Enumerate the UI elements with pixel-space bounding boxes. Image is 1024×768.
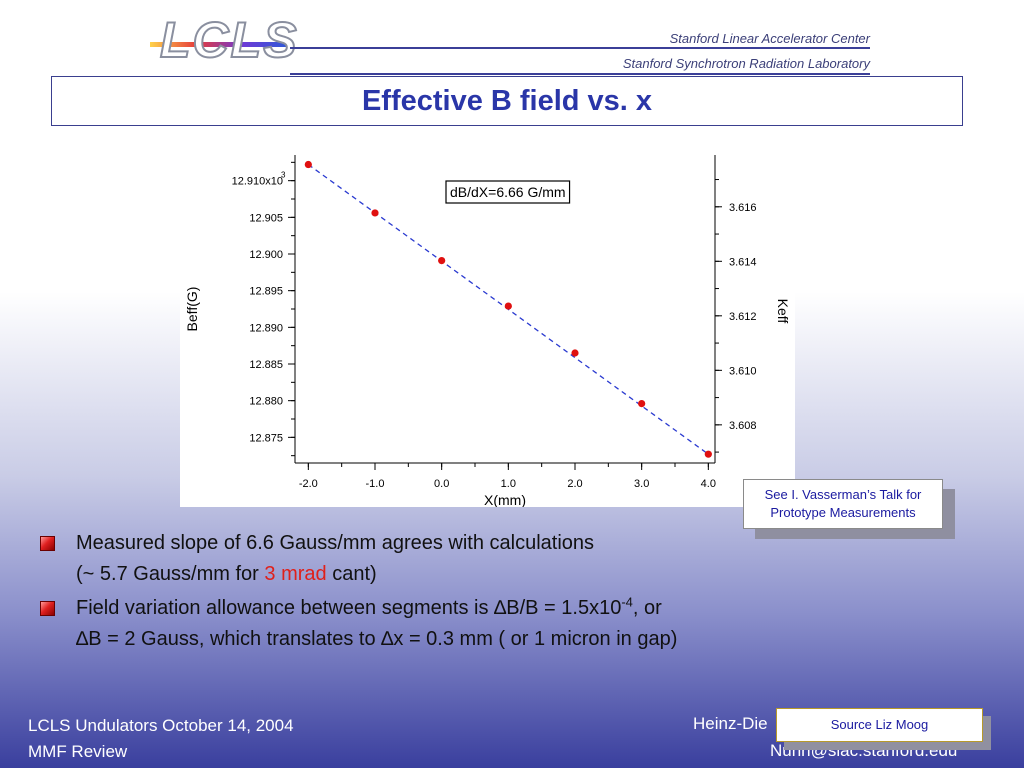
y-tick-label: 12.910x10	[232, 176, 283, 188]
x-tick-label: -1.0	[366, 478, 385, 490]
x-tick-label: 3.0	[634, 478, 649, 490]
header-rule-top	[290, 47, 870, 49]
data-point	[638, 400, 646, 408]
bullet-1-post: cant)	[326, 563, 377, 585]
y-tick-label: 12.895	[249, 286, 283, 298]
lab-name-ssrl: Stanford Synchrotron Radiation Laborator…	[622, 56, 870, 71]
bullet-1-highlight: 3 mrad	[264, 563, 327, 585]
footer-event: LCLS Undulators October 14, 2004	[28, 716, 294, 735]
bullet-square-icon	[40, 601, 55, 616]
y-tick-exponent: 3	[281, 171, 286, 180]
x-tick-label: -2.0	[299, 478, 318, 490]
bullet-square-icon	[40, 536, 55, 551]
slope-annotation: dB/dX=6.66 G/mm	[445, 180, 571, 204]
title-box: Effective B field vs. x	[51, 76, 963, 126]
vasserman-note-line-2: Prototype Measurements	[770, 505, 916, 520]
y2-tick-label: 3.610	[729, 365, 757, 377]
footer-review: MMF Review	[28, 742, 128, 761]
data-point	[304, 160, 312, 169]
vasserman-note-line-1: See I. Vasserman’s Talk for	[764, 487, 922, 502]
beff-chart: 12.910x10 3 12.905 12.900 12.895 12.890 12.885…	[180, 145, 795, 507]
y2-tick-label: 3.616	[729, 202, 757, 214]
data-point	[371, 209, 379, 217]
x-axis-title: X(mm)	[484, 492, 526, 507]
bullet-2-exponent: -4	[621, 594, 633, 610]
bullet-1-line-1: Measured slope of 6.6 Gauss/mm agrees wi…	[76, 532, 595, 554]
bullet-2-post: , or	[632, 597, 662, 619]
slope-annotation-box	[445, 180, 571, 204]
y2-tick-label: 3.608	[729, 420, 757, 432]
y2-tick-label: 3.612	[729, 311, 757, 323]
y-tick-label: 12.885	[249, 359, 283, 371]
data-point	[438, 257, 446, 265]
x-tick-label: 1.0	[501, 478, 516, 490]
bullet-2-line-2: ∆B = 2 Gauss, which translates to ∆x = 0…	[76, 628, 678, 650]
y-tick-label: 12.880	[249, 396, 283, 408]
y-tick-label: 12.890	[249, 322, 283, 334]
header-rule-bottom	[290, 73, 870, 75]
slope-annotation-text: dB/dX=6.66 G/mm	[450, 184, 566, 200]
slide-title: Effective B field vs. x	[361, 84, 653, 117]
bullet-item-slope: Measured slope of 6.6 Gauss/mm agrees wi…	[40, 528, 920, 590]
footer-email: Nuhn@slac.stanford.edu	[770, 741, 958, 760]
bullet-item-tolerance: Field variation allowance between segmen…	[40, 593, 920, 655]
data-point	[704, 450, 712, 458]
lcls-logo: LCLS	[150, 10, 298, 69]
slide-header: LCLS Stanford Linear Accelerator Center …	[0, 0, 1024, 75]
bullet-1-pre: (~ 5.7 Gauss/mm for	[76, 563, 265, 585]
logo-text: LCLS	[159, 11, 299, 69]
x-tick-label: 0.0	[434, 478, 449, 490]
lab-name-slac: Stanford Linear Accelerator Center	[669, 31, 870, 46]
chart-marks	[304, 160, 712, 458]
y-axis-title: Beff(G)	[184, 287, 200, 332]
chart-axes	[288, 155, 722, 470]
footer-author: Heinz-Die	[693, 714, 768, 733]
bullet-2-pre: Field variation allowance between segmen…	[76, 597, 622, 619]
y-tick-label: 12.900	[249, 249, 283, 261]
source-note: Source Liz Moog	[776, 708, 983, 742]
y2-axis-title: Keff	[775, 299, 791, 324]
data-point	[504, 302, 512, 310]
x-tick-label: 4.0	[701, 478, 716, 490]
y2-tick-label: 3.614	[729, 256, 757, 268]
bullet-2-line-1: Field variation allowance between segmen…	[76, 593, 920, 624]
bullet-1-line-2: (~ 5.7 Gauss/mm for 3 mrad cant)	[76, 559, 920, 590]
vasserman-note: See I. Vasserman’s Talk for Prototype Me…	[743, 479, 943, 529]
bullet-list: Measured slope of 6.6 Gauss/mm agrees wi…	[40, 528, 920, 658]
y-tick-label: 12.905	[249, 212, 283, 224]
logo-color-streak	[150, 42, 290, 47]
data-point	[571, 349, 579, 357]
y-tick-label: 12.875	[249, 432, 283, 444]
x-tick-label: 2.0	[567, 478, 582, 490]
